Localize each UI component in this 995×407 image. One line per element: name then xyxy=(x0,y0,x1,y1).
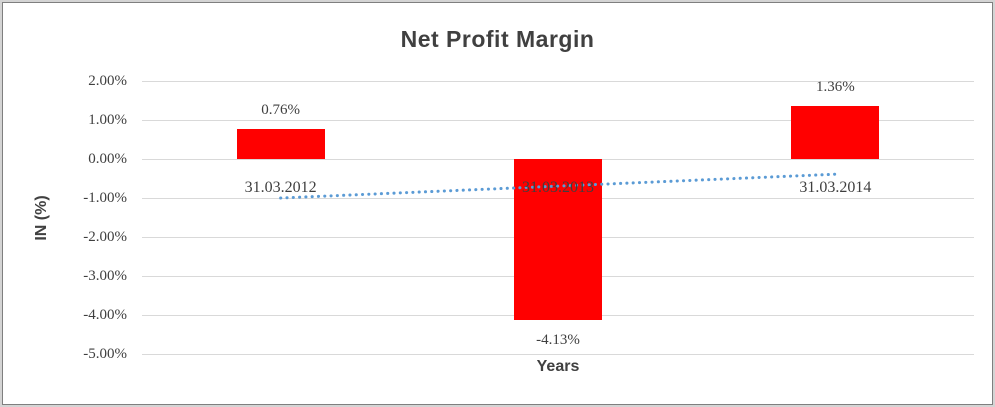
y-axis-tick-label: -3.00% xyxy=(83,268,127,284)
y-axis-tick-label: -2.00% xyxy=(83,229,127,245)
y-axis-tick-label: -4.00% xyxy=(83,307,127,323)
bar-data-label: 1.36% xyxy=(815,78,855,95)
gridline xyxy=(142,354,974,355)
y-axis-tick-label: -5.00% xyxy=(83,346,127,362)
x-axis-title: Years xyxy=(536,358,580,375)
chart-title: Net Profit Margin xyxy=(400,26,595,52)
plot-area xyxy=(142,81,974,355)
gridline xyxy=(142,81,974,82)
category-label: 31.03.2014 xyxy=(799,179,872,196)
y-axis-tick-label: 2.00% xyxy=(88,73,127,89)
y-axis-tick-label: 1.00% xyxy=(88,112,127,128)
category-label: 31.03.2013 xyxy=(522,179,594,196)
y-axis-tick-label: -1.00% xyxy=(83,190,127,206)
category-label: 31.03.2012 xyxy=(244,179,317,196)
bar-data-label: 0.76% xyxy=(261,102,301,119)
gridline xyxy=(142,120,974,121)
y-axis-tick-label: 0.00% xyxy=(88,151,127,167)
bar-data-label: -4.13% xyxy=(536,332,580,349)
bar xyxy=(236,129,325,159)
bar xyxy=(791,105,880,159)
